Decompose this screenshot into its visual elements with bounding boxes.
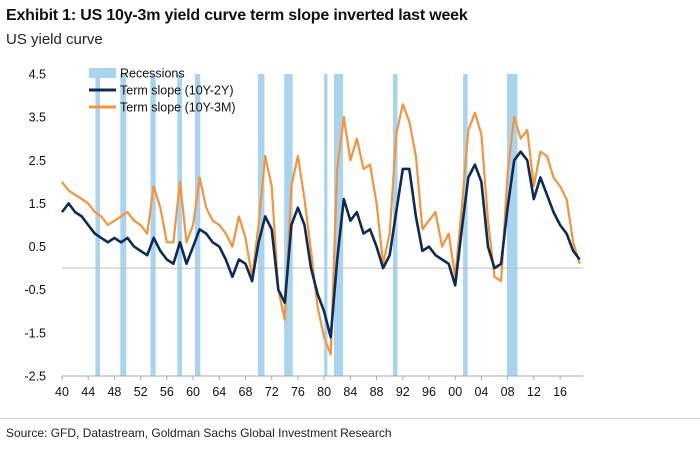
y-tick-label: 2.5 xyxy=(29,154,46,168)
recession-band-10 xyxy=(463,74,468,376)
recession-bands xyxy=(95,74,518,376)
x-tick-label: 04 xyxy=(474,385,488,399)
recession-band-11 xyxy=(506,74,518,376)
recession-band-4 xyxy=(195,74,201,376)
y-tick-label: 3.5 xyxy=(29,111,46,125)
series-lines xyxy=(60,103,581,356)
source-note: Source: GFD, Datastream, Goldman Sachs G… xyxy=(6,426,392,440)
legend-swatch-recessions xyxy=(89,68,116,78)
x-tick-label: 08 xyxy=(501,385,515,399)
y-axis: 4.5 3.5 2.5 1.5 0.5 -0.5 -1.5 -2.5 xyxy=(24,68,46,384)
recession-band-3 xyxy=(177,74,182,376)
recession-band-7 xyxy=(324,74,328,376)
x-tick-label: 56 xyxy=(160,385,174,399)
x-tick-label: 00 xyxy=(448,385,462,399)
x-tick-label: 68 xyxy=(239,385,253,399)
x-tick-label: 40 xyxy=(55,385,69,399)
recession-band-8 xyxy=(333,74,344,376)
chart-title: Exhibit 1: US 10y-3m yield curve term sl… xyxy=(6,7,468,24)
x-tick-label: 44 xyxy=(81,385,95,399)
y-tick-label: -1.5 xyxy=(24,326,46,340)
legend: Recessions Term slope (10Y-2Y) Term slop… xyxy=(89,67,236,115)
series-line-10y2y xyxy=(60,150,581,339)
x-tick-label: 60 xyxy=(186,385,200,399)
chart-subtitle: US yield curve xyxy=(6,31,103,48)
series-line-10y3m xyxy=(61,103,581,356)
recession-band-2 xyxy=(150,74,156,376)
recession-band-5 xyxy=(257,74,265,376)
recession-band-1 xyxy=(120,74,127,376)
x-tick-label: 80 xyxy=(317,385,331,399)
legend-label-recessions: Recessions xyxy=(120,67,185,81)
y-tick-label: 0.5 xyxy=(29,240,46,254)
x-tick-label: 12 xyxy=(527,385,541,399)
x-tick-label: 72 xyxy=(265,385,279,399)
x-axis: 40 44 48 52 56 60 64 68 72 76 80 84 88 92 96 00 04 08 12 16 xyxy=(55,376,567,399)
footer-divider xyxy=(0,418,700,419)
x-tick-label: 96 xyxy=(422,385,436,399)
y-tick-label: 4.5 xyxy=(29,68,46,82)
legend-label-10y2y: Term slope (10Y-2Y) xyxy=(120,84,233,98)
y-tick-label: 1.5 xyxy=(29,197,46,211)
y-tick-label: -2.5 xyxy=(24,370,46,384)
x-tick-label: 92 xyxy=(396,385,410,399)
x-tick-label: 48 xyxy=(107,385,121,399)
y-tick-label: -0.5 xyxy=(24,283,46,297)
x-tick-label: 64 xyxy=(212,385,226,399)
x-tick-label: 76 xyxy=(291,385,305,399)
legend-label-10y3m: Term slope (10Y-3M) xyxy=(120,101,236,115)
recession-band-0 xyxy=(95,74,101,376)
x-tick-label: 16 xyxy=(553,385,567,399)
x-tick-label: 84 xyxy=(343,385,357,399)
yield-curve-chart: 40 44 48 52 56 60 64 68 72 76 80 84 88 92 96 00 04 08 12 16… xyxy=(24,67,583,399)
x-tick-label: 88 xyxy=(370,385,384,399)
x-tick-label: 52 xyxy=(134,385,148,399)
